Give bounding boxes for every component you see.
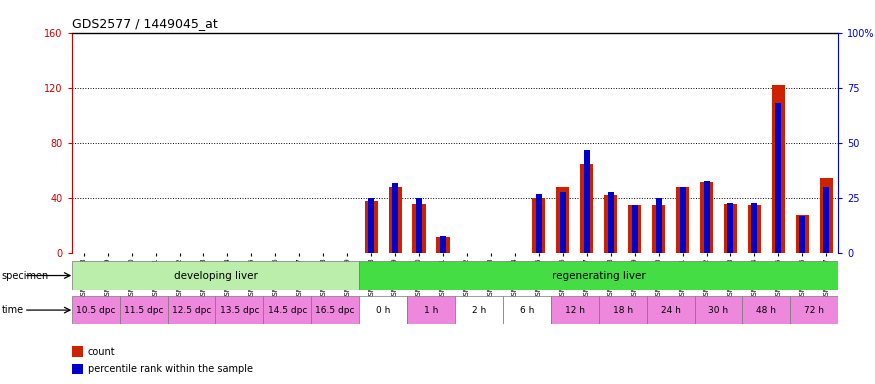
Bar — [360, 296, 407, 324]
Text: 18 h: 18 h — [612, 306, 633, 314]
Bar — [312, 296, 360, 324]
Bar — [556, 187, 570, 253]
Text: 16.5 dpc: 16.5 dpc — [316, 306, 355, 314]
Bar — [455, 296, 503, 324]
Bar — [775, 103, 781, 253]
Text: 0 h: 0 h — [376, 306, 390, 314]
Bar — [680, 187, 685, 253]
Bar — [440, 236, 446, 253]
Text: 6 h: 6 h — [520, 306, 534, 314]
Bar — [368, 198, 374, 253]
Bar — [655, 198, 662, 253]
Bar — [536, 194, 542, 253]
Text: 12 h: 12 h — [564, 306, 584, 314]
Bar — [704, 180, 710, 253]
Bar — [724, 204, 737, 253]
Bar — [263, 296, 312, 324]
Bar — [360, 261, 838, 290]
Text: developing liver: developing liver — [173, 270, 257, 281]
Bar — [795, 215, 808, 253]
Text: 30 h: 30 h — [709, 306, 729, 314]
Bar — [598, 296, 647, 324]
Bar — [72, 296, 120, 324]
Text: 24 h: 24 h — [661, 306, 681, 314]
Bar — [820, 177, 833, 253]
Bar — [412, 204, 425, 253]
Bar — [632, 205, 638, 253]
Bar — [772, 85, 785, 253]
Bar — [652, 205, 665, 253]
Bar — [604, 195, 617, 253]
Bar — [823, 187, 830, 253]
Bar — [215, 296, 263, 324]
Bar — [560, 192, 566, 253]
Text: specimen: specimen — [2, 270, 49, 281]
Text: 72 h: 72 h — [804, 306, 824, 314]
Bar — [551, 296, 598, 324]
Bar — [120, 296, 168, 324]
Bar — [503, 296, 551, 324]
Text: GDS2577 / 1449045_at: GDS2577 / 1449045_at — [72, 17, 218, 30]
Bar — [752, 203, 758, 253]
Text: count: count — [88, 347, 116, 357]
Bar — [727, 203, 733, 253]
Bar — [700, 182, 713, 253]
Text: 13.5 dpc: 13.5 dpc — [220, 306, 259, 314]
Text: 10.5 dpc: 10.5 dpc — [76, 306, 116, 314]
Bar — [437, 237, 450, 253]
Bar — [388, 187, 402, 253]
Bar — [72, 261, 360, 290]
Text: 48 h: 48 h — [756, 306, 776, 314]
Bar — [365, 201, 378, 253]
Bar — [748, 205, 761, 253]
Text: 14.5 dpc: 14.5 dpc — [268, 306, 307, 314]
Bar — [800, 216, 805, 253]
Bar — [392, 183, 398, 253]
Bar — [676, 187, 690, 253]
Bar — [790, 296, 838, 324]
Bar — [407, 296, 455, 324]
Bar — [168, 296, 215, 324]
Bar — [580, 164, 593, 253]
Text: percentile rank within the sample: percentile rank within the sample — [88, 364, 253, 374]
Text: 12.5 dpc: 12.5 dpc — [172, 306, 211, 314]
Text: 11.5 dpc: 11.5 dpc — [124, 306, 164, 314]
Bar — [584, 150, 590, 253]
Text: 1 h: 1 h — [424, 306, 438, 314]
Text: regenerating liver: regenerating liver — [552, 270, 646, 281]
Bar — [742, 296, 790, 324]
Bar — [608, 192, 613, 253]
Bar — [416, 198, 422, 253]
Text: time: time — [2, 305, 24, 315]
Bar — [532, 198, 545, 253]
Bar — [647, 296, 695, 324]
Text: 2 h: 2 h — [472, 306, 487, 314]
Bar — [628, 205, 641, 253]
Bar — [695, 296, 742, 324]
